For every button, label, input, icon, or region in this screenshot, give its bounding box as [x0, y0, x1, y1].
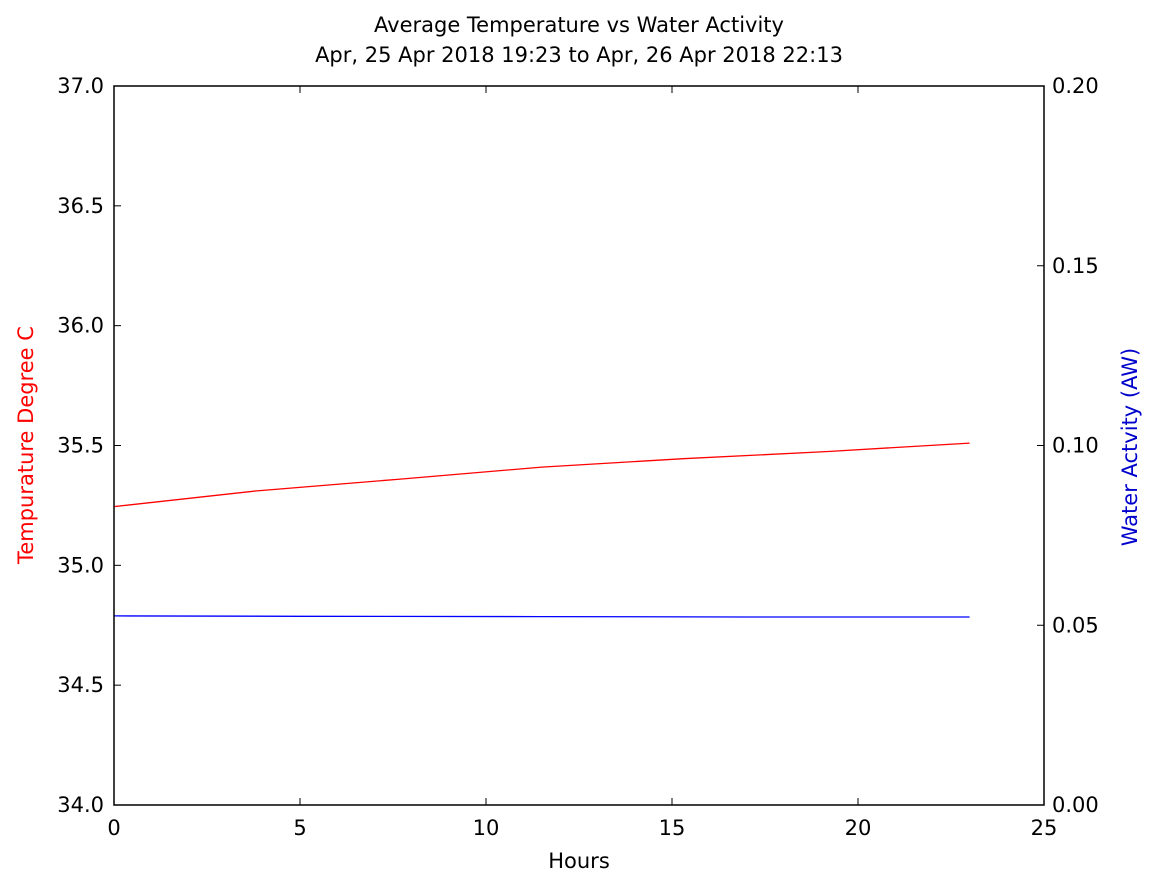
y-right-tick-label: 0.05	[1052, 613, 1099, 637]
x-axis-label: Hours	[548, 849, 610, 873]
x-tick-label: 10	[473, 816, 500, 840]
chart-subtitle: Apr, 25 Apr 2018 19:23 to Apr, 26 Apr 20…	[315, 43, 843, 67]
plot-frame	[113, 85, 1045, 806]
y-left-tick-label: 35.0	[57, 553, 104, 577]
y-right-tick-label: 0.00	[1052, 793, 1099, 817]
y-left-tick-label: 34.0	[57, 793, 104, 817]
y-left-tick-label: 36.0	[57, 314, 104, 338]
y-right-tick-label: 0.15	[1052, 254, 1099, 278]
y-left-tick-label: 34.5	[57, 673, 104, 697]
series-line-temperature	[113, 442, 970, 508]
x-tick-label: 15	[659, 816, 686, 840]
y-right-tick-label: 0.20	[1052, 74, 1099, 98]
x-tick-label: 20	[845, 816, 872, 840]
y-left-tick-label: 35.5	[57, 434, 104, 458]
y-left-tick-label: 36.5	[57, 194, 104, 218]
chart-title: Average Temperature vs Water Activity	[374, 13, 784, 37]
x-tick-label: 5	[293, 816, 306, 840]
y-axis-left-label: Tempurature Degree C	[14, 326, 38, 565]
x-tick-label: 0	[107, 816, 120, 840]
y-left-tick-label: 37.0	[57, 74, 104, 98]
series-layer	[113, 442, 970, 618]
x-tick-label: 25	[1031, 816, 1058, 840]
ticks-layer: 0 5 10 15 20 25 34.0 34.5 35.0 35.5 36.0 36.5 37.0 0.…	[57, 74, 1099, 840]
y-right-tick-label: 0.10	[1052, 434, 1099, 458]
series-line-water-activity	[113, 615, 970, 618]
y-axis-right-label: Water Actvity (AW)	[1118, 348, 1142, 547]
